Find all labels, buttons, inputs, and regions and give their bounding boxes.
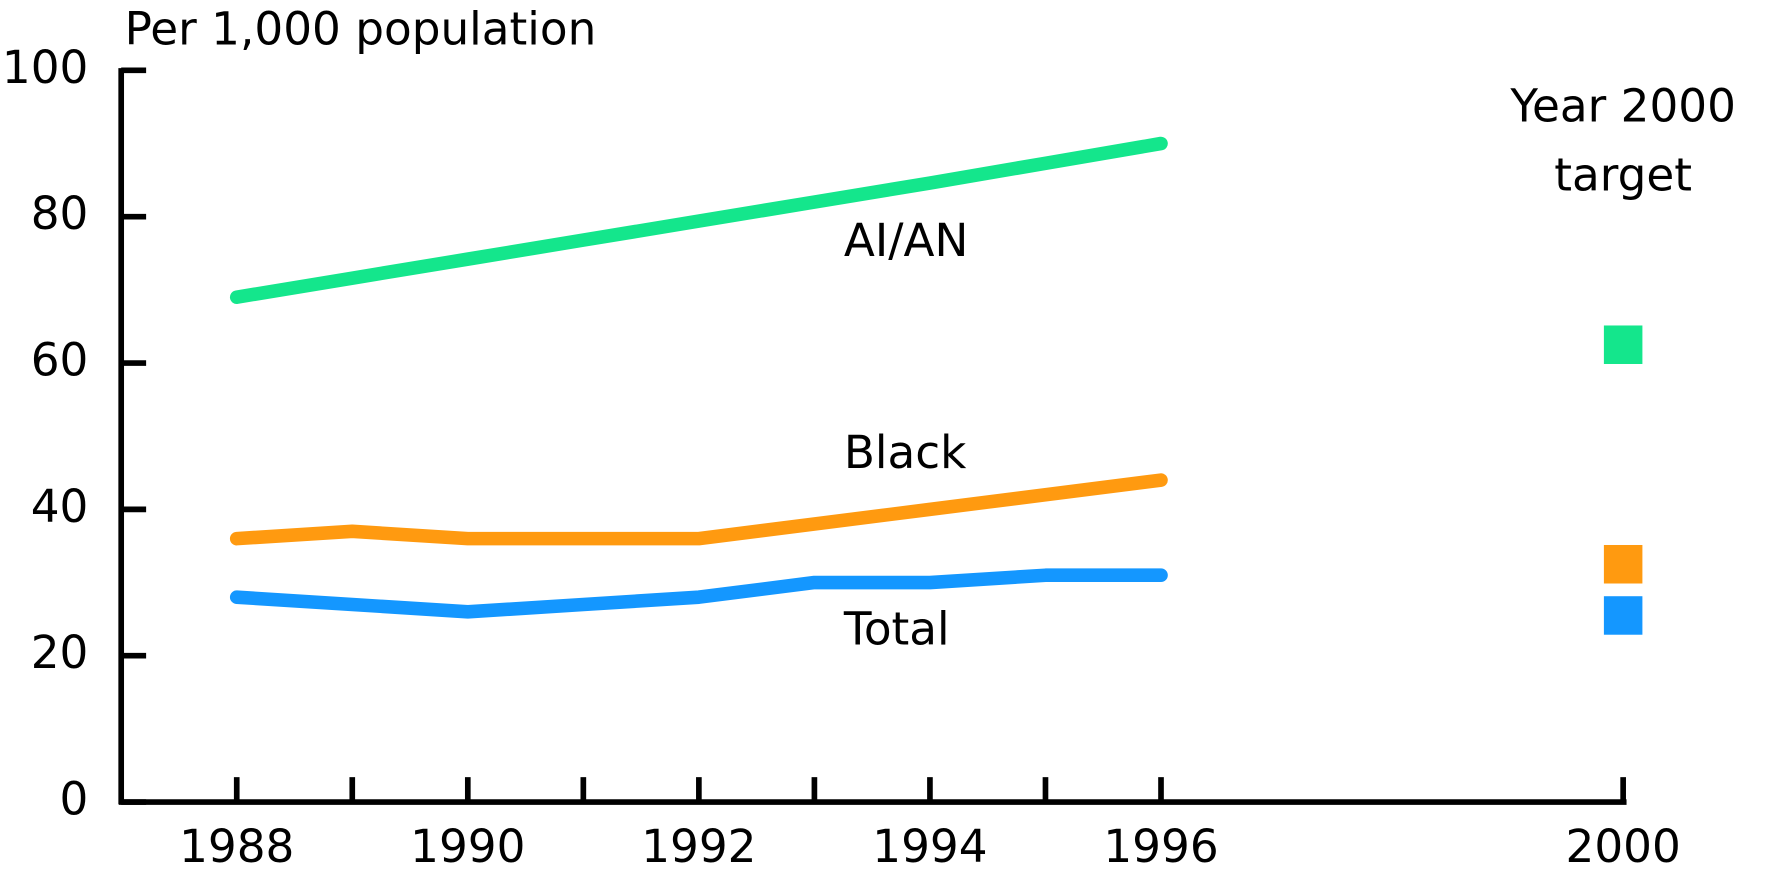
series-label: AI/AN [844, 214, 968, 267]
y-tick-label: 60 [31, 334, 89, 387]
series-label: Black [844, 426, 967, 479]
x-tick-label: 1994 [872, 820, 987, 869]
y-tick-label: 80 [31, 187, 89, 240]
target-marker [1603, 325, 1643, 364]
y-tick-label: 40 [31, 480, 89, 533]
annotation: target [1554, 148, 1692, 201]
series-line [229, 136, 1168, 304]
x-tick-label: 1990 [410, 820, 525, 869]
x-tick-label: 1996 [1103, 820, 1218, 869]
series-line [229, 473, 1168, 546]
series-label: Total [843, 603, 950, 656]
y-tick-label: 100 [2, 41, 88, 94]
y-axis-label: Per 1,000 population [125, 2, 597, 55]
x-tick-label: 2000 [1566, 820, 1681, 869]
series-line [229, 568, 1168, 619]
target-marker [1603, 596, 1643, 635]
x-tick-label: 1992 [641, 820, 756, 869]
target-marker [1603, 544, 1643, 584]
annotation: Year 2000 [1509, 79, 1736, 132]
x-tick-label: 1988 [179, 820, 294, 869]
y-tick-label: 0 [60, 773, 89, 826]
y-tick-label: 20 [31, 626, 89, 679]
